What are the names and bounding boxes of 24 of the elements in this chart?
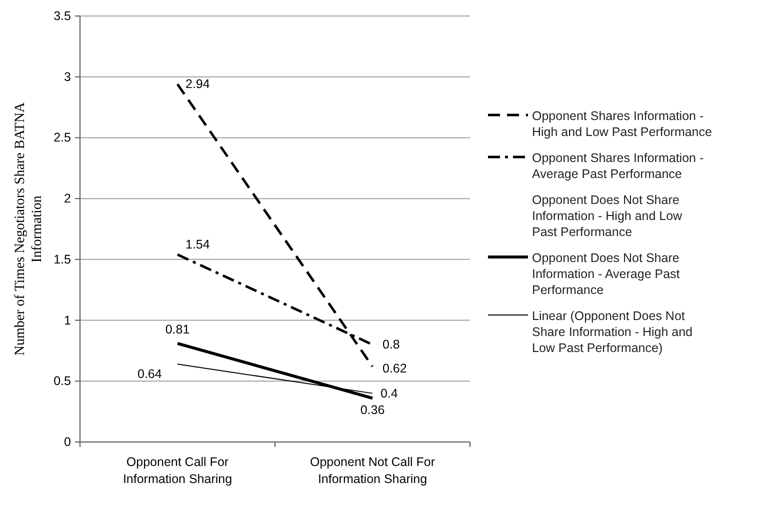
data-label: 0.36 — [360, 403, 385, 418]
data-label: 0.4 — [380, 386, 398, 400]
legend-label: Opponent Shares Information - High and Low Past Performance — [532, 109, 712, 139]
y-tick-label: 3.5 — [54, 9, 72, 23]
data-label: 0.64 — [138, 367, 162, 382]
legend-label: Linear (Opponent Does Not Share Information - High and Low Past Performance) — [532, 309, 693, 355]
y-tick-label: 3 — [64, 70, 72, 84]
data-label: 1.54 — [186, 238, 210, 252]
legend-label: Opponent Shares Information - Average Past Performance — [532, 151, 704, 181]
y-tick-label: 2.5 — [54, 130, 72, 145]
y-tick-label: 0 — [64, 435, 72, 449]
legend-label: Opponent Does Not Share Information - Average Past Performance — [532, 251, 680, 297]
data-label: 2.94 — [186, 77, 210, 92]
y-tick-label: 1.5 — [54, 252, 72, 266]
data-label: 0.81 — [165, 322, 190, 336]
x-tick-label: Opponent Not Call For Information Sharing — [310, 455, 436, 486]
y-axis-title: Number of Times Negotiators Share BATNA Information — [13, 102, 45, 356]
y-tick-label: 1 — [64, 313, 72, 328]
y-tick-label: 2 — [64, 192, 72, 206]
x-tick-label: Opponent Call For Information Sharing — [122, 455, 232, 486]
data-label: 0.8 — [382, 338, 400, 352]
data-label: 0.62 — [382, 362, 407, 376]
text: Opponent Does Not Share Information - High and Low Past Performance — [532, 193, 684, 239]
y-tick-label: 0.5 — [54, 374, 72, 388]
